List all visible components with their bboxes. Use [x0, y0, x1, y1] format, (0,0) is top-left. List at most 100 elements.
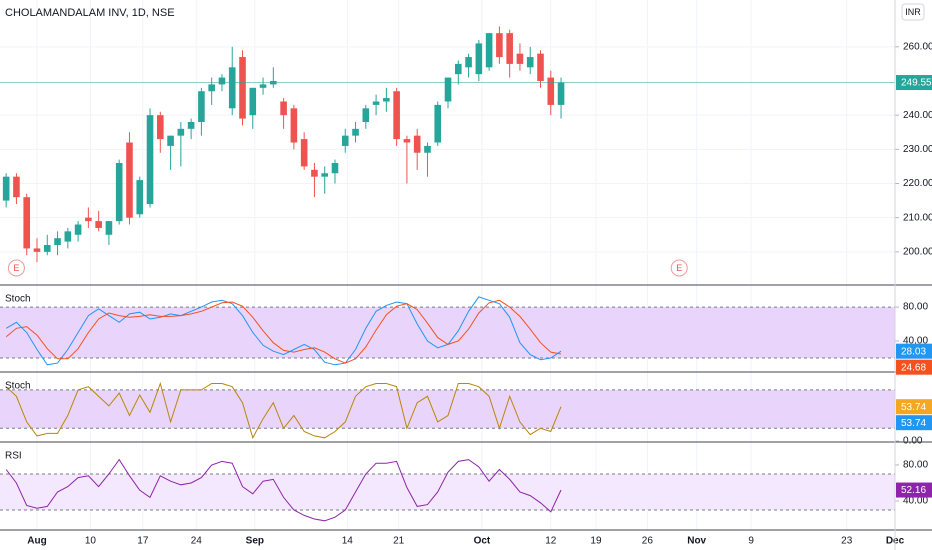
x-tick-label: 21	[393, 536, 405, 547]
x-tick-label: Oct	[474, 536, 491, 547]
last-value-label: 53.74	[901, 418, 926, 429]
band-fill	[0, 473, 895, 511]
pane-title: Stoch	[5, 294, 31, 305]
candle-body	[239, 57, 246, 119]
candle-body	[362, 108, 370, 122]
candle-body	[218, 77, 226, 85]
candle-body	[64, 231, 72, 242]
candle-body	[187, 121, 195, 129]
candle-body	[146, 115, 154, 205]
candle-body	[136, 180, 144, 215]
earnings-label: E	[13, 263, 19, 273]
candle-body	[156, 115, 164, 140]
candle-body	[496, 33, 503, 58]
x-tick-label: 26	[642, 536, 654, 547]
candle-body	[352, 128, 359, 136]
candle-body	[557, 82, 565, 105]
last-value-box	[896, 415, 932, 431]
candle-body	[372, 101, 380, 105]
candle-body	[300, 139, 308, 167]
earnings-marker	[670, 259, 688, 277]
candle-body	[331, 163, 339, 174]
candle-body	[74, 224, 82, 235]
candle-body	[341, 135, 349, 146]
y-tick-label: 240.00	[903, 110, 932, 121]
x-tick-label: Aug	[27, 536, 46, 547]
pane-title: Stoch	[5, 381, 31, 392]
candle-body	[259, 84, 267, 88]
last-value-label: 53.74	[901, 402, 926, 413]
candle-body	[321, 173, 329, 177]
x-tick-label: 17	[137, 536, 149, 547]
x-tick-label: 9	[748, 536, 754, 547]
y-tick-label: 0.00	[903, 436, 923, 447]
y-tick-label: 230.00	[903, 144, 932, 155]
currency-box	[901, 3, 925, 21]
y-tick-label: 200.00	[903, 246, 932, 257]
candle-body	[33, 248, 41, 252]
candle-body	[2, 176, 10, 201]
candle-body	[167, 135, 174, 146]
candle-body	[198, 91, 205, 122]
y-tick-label: 40.00	[903, 336, 928, 347]
candle-body	[465, 57, 472, 68]
candle-body	[526, 57, 534, 68]
candle-body	[85, 217, 92, 222]
earnings-label: E	[676, 263, 682, 273]
x-tick-label: 24	[191, 536, 203, 547]
candle-body	[105, 221, 113, 235]
indicator-line	[5, 296, 562, 366]
y-tick-label: 220.00	[903, 178, 932, 189]
candle-body	[485, 33, 493, 68]
last-value-box	[896, 75, 932, 91]
candle-body	[208, 84, 215, 92]
last-value-label: 249.55	[901, 78, 932, 89]
last-value-box	[896, 482, 932, 498]
y-tick-label: 80.00	[903, 460, 928, 471]
candle-body	[54, 238, 61, 246]
candle-body	[23, 197, 31, 249]
indicator-line	[5, 299, 562, 364]
x-tick-label: Sep	[246, 536, 264, 547]
y-tick-label: 80.00	[903, 302, 928, 313]
currency-label: INR	[905, 7, 921, 17]
y-tick-label: 40.00	[903, 496, 928, 507]
candle-body	[444, 77, 452, 102]
candle-body	[249, 87, 257, 116]
candle-body	[43, 245, 51, 252]
candle-body	[547, 77, 555, 105]
candle-body	[393, 91, 400, 140]
candle-body	[126, 142, 133, 218]
earnings-marker	[7, 259, 25, 277]
candle-body	[115, 163, 123, 222]
candle-body	[516, 53, 524, 64]
pane-title: RSI	[5, 451, 22, 462]
candle-body	[311, 169, 318, 177]
candle-body	[424, 145, 431, 153]
y-tick-label: 260.00	[903, 41, 932, 52]
candle-body	[454, 63, 462, 75]
band-fill	[0, 389, 895, 429]
last-value-box	[896, 399, 932, 415]
candle-body	[413, 135, 421, 153]
x-tick-label: 23	[841, 536, 853, 547]
pane-title: CHOLAMANDALAM INV, 1D, NSE	[5, 7, 175, 19]
last-value-box	[896, 343, 932, 359]
candle-body	[280, 101, 287, 116]
candle-body	[13, 176, 20, 198]
candle-body	[434, 104, 442, 143]
candle-body	[475, 43, 483, 75]
candle-body	[177, 128, 185, 136]
y-tick-label: 210.00	[903, 212, 932, 223]
indicator-line	[5, 381, 562, 440]
last-value-box	[896, 359, 932, 375]
candle-body	[228, 67, 236, 109]
candle-body	[383, 98, 390, 102]
last-value-label: 52.16	[901, 485, 926, 496]
x-tick-label: 19	[590, 536, 602, 547]
candle-body	[537, 53, 544, 81]
candle-body	[290, 108, 298, 143]
indicator-line	[5, 458, 562, 522]
x-tick-label: 14	[342, 536, 354, 547]
